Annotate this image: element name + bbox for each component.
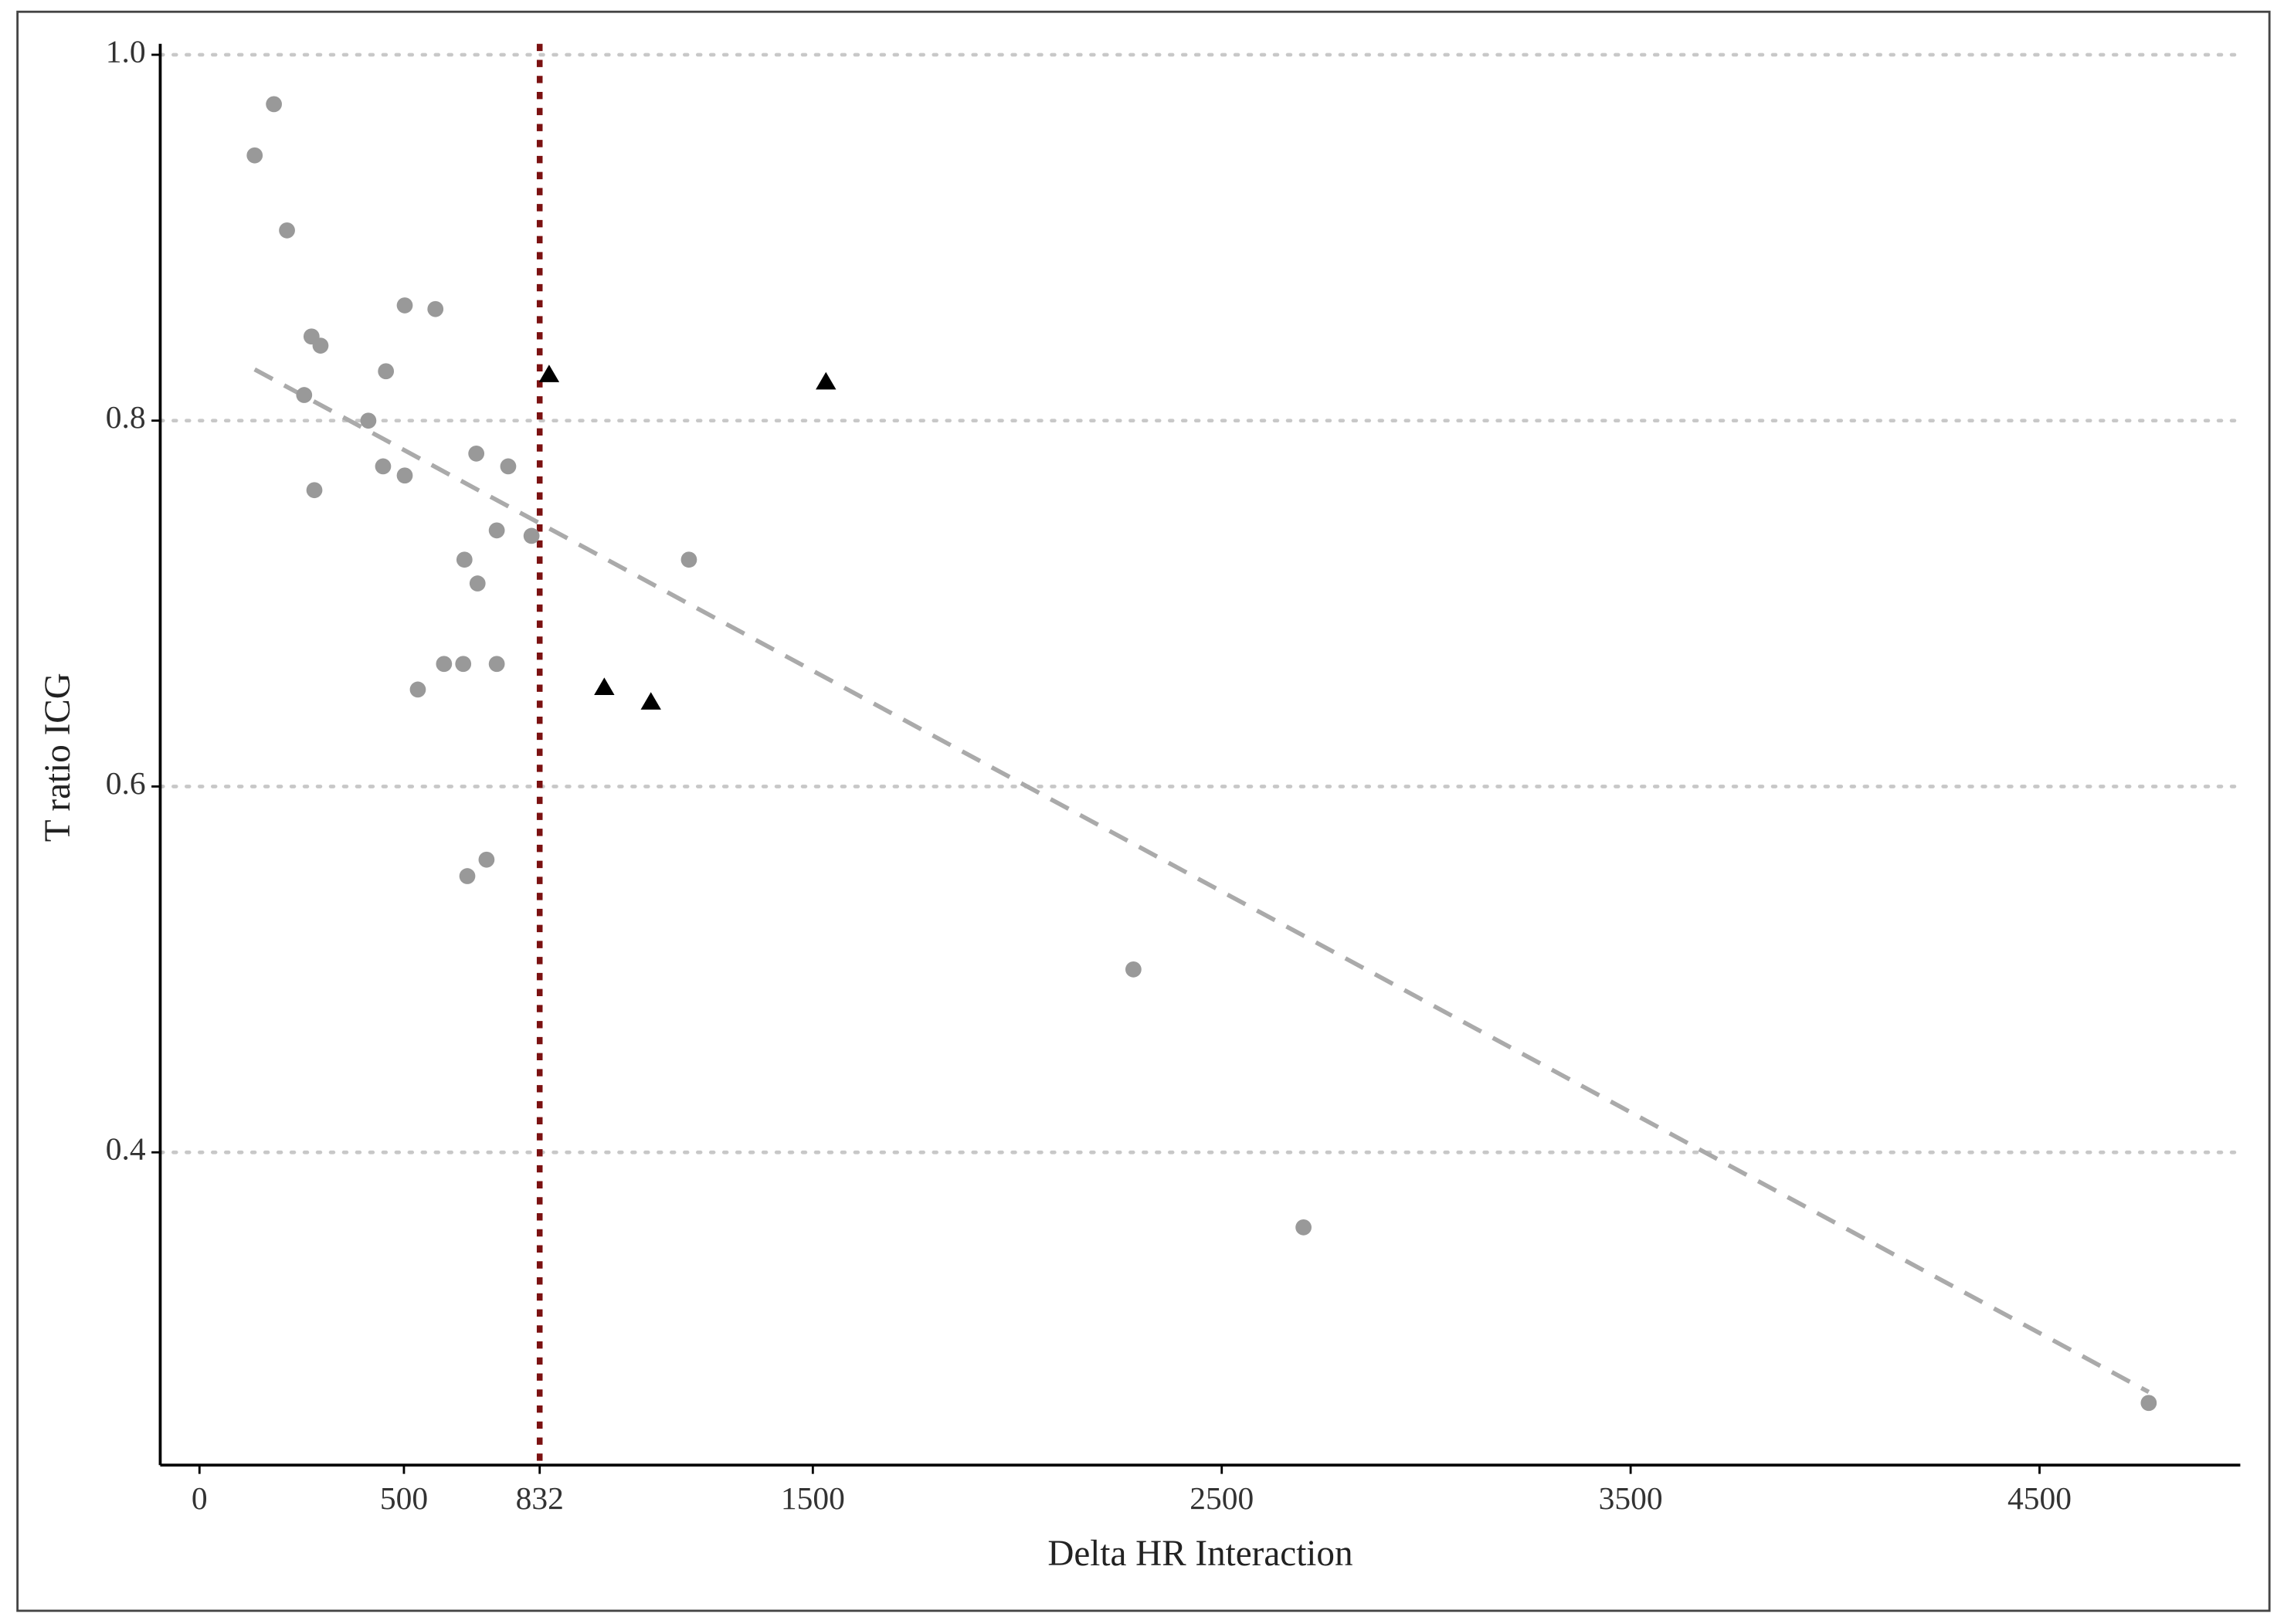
point — [2140, 1395, 2157, 1412]
x-tick-label: 832 — [516, 1480, 564, 1516]
point — [396, 467, 413, 484]
y-axis-title: T ratio ICG — [38, 673, 78, 842]
point — [500, 458, 517, 475]
x-tick-label: 2500 — [1190, 1480, 1254, 1516]
y-tick-label: 0.8 — [106, 399, 146, 435]
point — [488, 522, 505, 539]
x-tick-label: 1500 — [781, 1480, 845, 1516]
x-tick-label: 0 — [192, 1480, 208, 1516]
x-tick-label: 500 — [380, 1480, 428, 1516]
x-axis-title: Delta HR Interaction — [1047, 1534, 1352, 1574]
frame — [16, 10, 2271, 1612]
y-tick-label: 1.0 — [106, 33, 146, 69]
point — [409, 681, 426, 698]
point — [455, 656, 472, 673]
point — [523, 527, 540, 544]
point — [1295, 1219, 1312, 1236]
point — [640, 692, 661, 710]
point — [538, 364, 560, 382]
point — [1125, 961, 1142, 978]
point — [360, 412, 377, 429]
point — [478, 851, 495, 868]
point — [436, 656, 453, 673]
point — [296, 387, 313, 403]
x-tick-label: 3500 — [1599, 1480, 1663, 1516]
point — [488, 656, 505, 673]
point — [459, 868, 476, 884]
point — [378, 363, 395, 380]
point — [816, 371, 837, 390]
point — [279, 222, 295, 239]
point — [456, 551, 473, 568]
trend-line — [253, 367, 2150, 1395]
y-tick-label: 0.4 — [106, 1131, 146, 1167]
point — [680, 551, 697, 568]
point — [306, 482, 323, 499]
point — [468, 445, 485, 462]
point — [396, 297, 413, 314]
point — [469, 575, 486, 592]
y-tick-label: 0.6 — [106, 765, 146, 801]
x-tick-label: 4500 — [2007, 1480, 2072, 1516]
point — [246, 147, 263, 164]
point — [312, 337, 329, 354]
point — [266, 96, 282, 113]
point — [594, 677, 615, 695]
point — [375, 458, 392, 475]
point — [427, 300, 444, 317]
